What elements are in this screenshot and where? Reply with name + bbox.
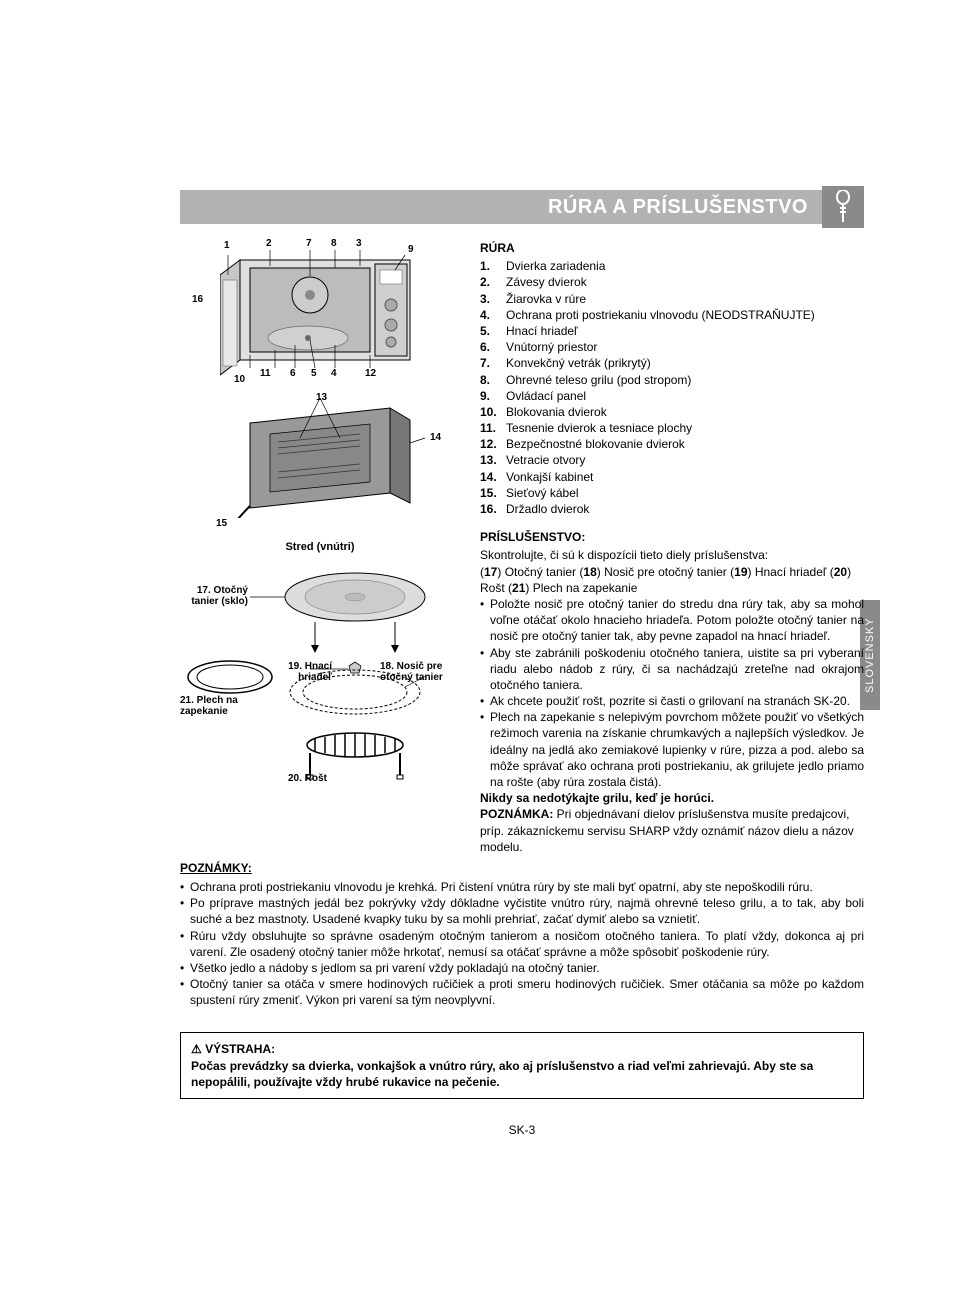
page-number: SK-3	[180, 1123, 864, 1137]
accessories-intro2: (17) Otočný tanier (18) Nosič pre otočný…	[480, 564, 864, 596]
label-17: 17. Otočný tanier (sklo)	[180, 585, 248, 607]
callout-12: 12	[365, 368, 376, 379]
poznamky-title: POZNÁMKY:	[180, 861, 864, 875]
callout-2: 2	[266, 238, 272, 249]
label-20: 20. Rošt	[288, 773, 327, 784]
oven-front-diagram: 1 2 7 8 3 9 16 10 11 6 5 4 12	[180, 240, 460, 390]
callout-6: 6	[290, 368, 296, 379]
center-label: Stred (vnútri)	[180, 541, 460, 553]
callout-13: 13	[316, 392, 327, 403]
poznamka-note: POZNÁMKA: Pri objednávaní dielov prísluš…	[480, 806, 864, 855]
warning-text: Počas prevádzky sa dvierka, vonkajšok a …	[191, 1058, 853, 1090]
callout-3: 3	[356, 238, 362, 249]
label-18: 18. Nosič pre otočný tanier	[380, 661, 458, 683]
poznamky-bullets: Ochrana proti postriekaniu vlnovodu je k…	[180, 879, 864, 1009]
label-19: 19. Hnací hriadeľ	[272, 661, 332, 683]
callout-16: 16	[192, 294, 203, 305]
accessories-intro: Skontrolujte, či sú k dispozícii tieto d…	[480, 547, 864, 563]
warning-title: ⚠ VÝSTRAHA:	[191, 1041, 853, 1057]
callout-9: 9	[408, 244, 414, 255]
label-21: 21. Plech na zapekanie	[180, 695, 272, 717]
accessories-title: PRÍSLUŠENSTVO:	[480, 529, 864, 545]
callout-4: 4	[331, 368, 337, 379]
callout-1: 1	[224, 240, 230, 251]
nikdy-warning: Nikdy sa nedotýkajte grilu, keď je horúc…	[480, 790, 864, 806]
callout-8: 8	[331, 238, 337, 249]
warning-box: ⚠ VÝSTRAHA: Počas prevádzky sa dvierka, …	[180, 1032, 864, 1099]
parts-list: 1.Dvierka zariadenia 2.Závesy dvierok 3.…	[480, 258, 864, 517]
warning-icon: ⚠	[191, 1042, 202, 1056]
oven-back-diagram: 13 14 15	[180, 398, 460, 533]
callout-10: 10	[234, 374, 245, 385]
callout-5: 5	[311, 368, 317, 379]
accessories-diagram: 17. Otočný tanier (sklo) 21. Plech na za…	[180, 557, 460, 787]
callout-11: 11	[260, 368, 271, 379]
callout-14: 14	[430, 432, 441, 443]
rura-title: RÚRA	[480, 240, 864, 256]
accessories-bullets: Položte nosič pre otočný tanier do stred…	[480, 596, 864, 790]
callout-7: 7	[306, 238, 312, 249]
callout-15: 15	[216, 518, 227, 529]
